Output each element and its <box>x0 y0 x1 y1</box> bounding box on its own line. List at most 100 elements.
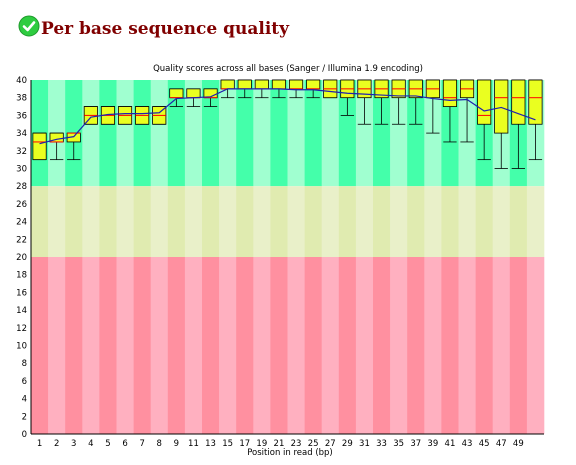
quality-zone-1-stripe <box>31 186 49 257</box>
quality-zone-1-stripe <box>253 186 271 257</box>
quality-zone-1-stripe <box>219 186 237 257</box>
y-tick-label: 16 <box>16 288 27 298</box>
quality-zone-1-stripe <box>321 186 340 257</box>
x-tick-label: 31 <box>359 439 370 449</box>
quality-box <box>254 79 269 90</box>
quality-zone-2-stripe <box>526 257 545 434</box>
quality-zone-2-stripe <box>338 257 357 434</box>
quality-zone-2-stripe <box>390 257 408 434</box>
quality-box <box>32 132 47 161</box>
y-tick-label: 12 <box>16 324 27 334</box>
quality-box <box>442 79 458 107</box>
x-tick-label: 39 <box>427 439 438 449</box>
x-tick-label: 45 <box>479 439 490 449</box>
quality-zone-2-stripe <box>458 257 476 434</box>
quality-zone-2-stripe <box>304 257 322 434</box>
y-tick-label: 36 <box>16 111 27 121</box>
quality-zone-0-stripe <box>355 80 374 187</box>
x-tick-label: 4 <box>88 439 93 449</box>
quality-zone-2-stripe <box>219 257 237 434</box>
x-tick-label: 21 <box>274 439 285 449</box>
quality-box <box>237 79 252 90</box>
quality-zone-2-stripe <box>321 257 340 434</box>
x-tick-label: 13 <box>205 439 216 449</box>
y-tick-label: 28 <box>16 182 27 192</box>
quality-zone-1-stripe <box>338 186 357 257</box>
y-tick-label: 32 <box>16 147 27 157</box>
quality-zone-0-stripe <box>253 80 271 187</box>
quality-zone-1-stripe <box>390 186 408 257</box>
x-tick-label: 1 <box>37 439 42 449</box>
quality-zone-2-stripe <box>253 257 271 434</box>
y-tick-label: 2 <box>22 412 27 422</box>
y-tick-label: 14 <box>16 306 27 316</box>
quality-zone-1-stripe <box>116 186 134 257</box>
quality-zone-0-stripe <box>236 80 254 187</box>
y-tick-label: 38 <box>16 94 27 104</box>
x-tick-label: 47 <box>496 439 507 449</box>
quality-zone-1-stripe <box>65 186 83 257</box>
check-circle-icon <box>18 15 40 37</box>
quality-box <box>306 79 321 90</box>
x-tick-label: 43 <box>462 439 473 449</box>
x-tick-label: 7 <box>139 439 144 449</box>
quality-zone-0-stripe <box>270 80 288 187</box>
y-tick-label: 20 <box>16 253 27 263</box>
quality-zone-2-stripe <box>202 257 220 434</box>
y-tick-label: 18 <box>16 271 27 281</box>
y-tick-label: 10 <box>16 342 27 352</box>
quality-zone-2-stripe <box>287 257 305 434</box>
quality-zone-2-stripe <box>509 257 528 434</box>
x-tick-label: 6 <box>122 439 127 449</box>
quality-zone-0-stripe <box>321 80 340 187</box>
quality-zone-1-stripe <box>184 186 203 257</box>
y-tick-label: 0 <box>22 430 27 440</box>
quality-zone-0-stripe <box>338 80 357 187</box>
y-tick-label: 8 <box>22 359 27 369</box>
quality-zone-1-stripe <box>373 186 391 257</box>
quality-zone-2-stripe <box>184 257 203 434</box>
quality-zone-2-stripe <box>475 257 493 434</box>
quality-box <box>271 79 287 90</box>
y-tick-label: 22 <box>16 235 27 245</box>
quality-zone-0-stripe <box>150 80 169 187</box>
y-tick-label: 30 <box>16 165 27 175</box>
quality-zone-0-stripe <box>99 80 117 187</box>
quality-zone-2-stripe <box>167 257 186 434</box>
quality-zone-1-stripe <box>287 186 305 257</box>
y-tick-label: 6 <box>22 377 27 387</box>
quality-box <box>288 79 304 90</box>
x-tick-label: 2 <box>54 439 59 449</box>
quality-zone-1-stripe <box>48 186 66 257</box>
quality-box <box>186 88 201 99</box>
x-tick-label: 35 <box>393 439 404 449</box>
quality-zone-1-stripe <box>82 186 100 257</box>
quality-zone-0-stripe <box>304 80 322 187</box>
quality-zone-1-stripe <box>133 186 151 257</box>
quality-zone-2-stripe <box>355 257 374 434</box>
quality-zone-1-stripe <box>202 186 220 257</box>
quality-zone-1-stripe <box>150 186 169 257</box>
quality-zone-1-stripe <box>270 186 288 257</box>
x-tick-label: 25 <box>308 439 319 449</box>
quality-zone-1-stripe <box>526 186 545 257</box>
quality-zone-1-stripe <box>355 186 374 257</box>
quality-zone-1-stripe <box>167 186 186 257</box>
x-tick-label: 33 <box>376 439 387 449</box>
quality-zone-2-stripe <box>82 257 100 434</box>
quality-zone-0-stripe <box>407 80 425 187</box>
quality-zone-1-stripe <box>99 186 117 257</box>
quality-zone-0-stripe <box>133 80 151 187</box>
x-tick-label: 23 <box>291 439 302 449</box>
quality-box <box>494 79 509 134</box>
quality-box <box>220 79 235 90</box>
quality-zone-1-stripe <box>424 186 442 257</box>
x-tick-label: 49 <box>513 439 524 449</box>
y-tick-label: 34 <box>16 129 27 139</box>
x-axis-label: Position in read (bp) <box>247 448 333 458</box>
x-tick-label: 27 <box>325 439 336 449</box>
quality-zone-2-stripe <box>236 257 254 434</box>
x-tick-label: 9 <box>174 439 179 449</box>
y-tick-label: 26 <box>16 200 27 210</box>
y-tick-label: 4 <box>22 395 27 405</box>
